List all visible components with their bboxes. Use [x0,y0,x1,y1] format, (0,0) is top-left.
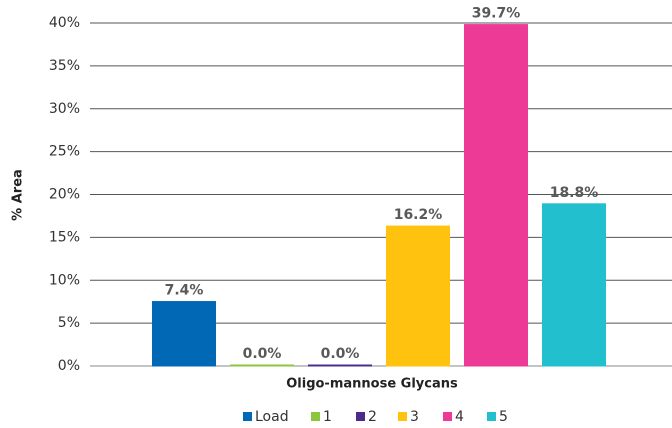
y-tick-label: 10% [49,272,80,288]
legend-label: Load [255,409,289,425]
bar [230,364,294,367]
legend-swatch [487,412,496,421]
bar [386,225,450,367]
y-axis-title: % Area [11,169,26,221]
y-tick-label: 5% [58,315,80,331]
value-label: 18.8% [550,185,599,201]
y-tick-label: 15% [49,229,80,245]
legend-swatch [311,412,320,421]
bar [152,301,216,367]
value-label: 0.0% [321,346,360,362]
bar [308,364,372,367]
value-label: 0.0% [243,346,282,362]
legend-label: 2 [368,409,377,425]
y-tick-label: 0% [58,358,80,374]
legend-swatch [443,412,452,421]
bar [542,203,606,367]
y-tick-label: 40% [49,15,80,31]
legend-swatch [398,412,407,421]
legend-label: 4 [455,409,464,425]
legend-label: 1 [323,409,332,425]
value-label: 7.4% [165,283,204,299]
bar [464,24,528,367]
legend-label: 5 [499,409,508,425]
y-tick-label: 20% [49,187,80,203]
y-tick-label: 35% [49,58,80,74]
value-label: 39.7% [472,6,521,22]
legend-swatch [243,412,252,421]
legend-label: 3 [410,409,419,425]
legend-swatch [356,412,365,421]
y-tick-label: 30% [49,101,80,117]
x-axis-title: Oligo-mannose Glycans [286,377,458,392]
y-tick-label: 25% [49,144,80,160]
value-label: 16.2% [394,207,443,223]
